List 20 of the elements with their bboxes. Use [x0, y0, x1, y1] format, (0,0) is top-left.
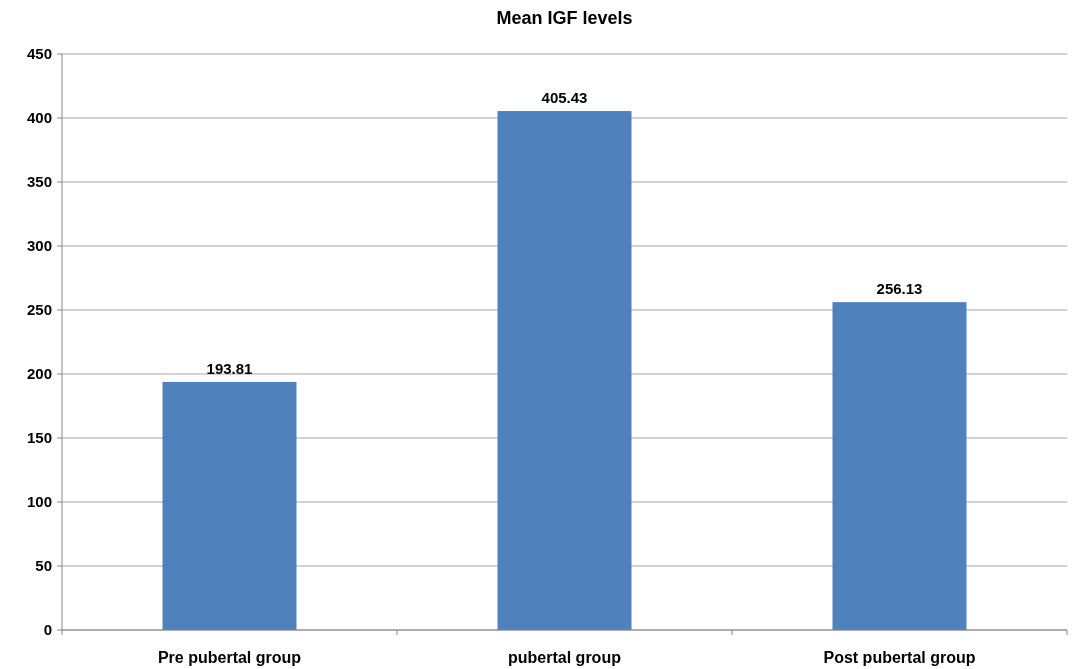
y-tick-label: 100	[26, 493, 52, 511]
data-label: 405.43	[541, 89, 588, 107]
y-tick-label: 150	[26, 429, 52, 447]
y-tick-label: 450	[26, 45, 52, 63]
data-label: 193.81	[206, 359, 253, 377]
x-tick-label: pubertal group	[508, 649, 622, 666]
y-tick-label: 250	[26, 301, 52, 319]
y-tick-label: 50	[35, 557, 52, 575]
y-tick-label: 300	[26, 237, 52, 255]
y-tick-label: 0	[43, 621, 52, 639]
bar	[497, 111, 632, 630]
chart-title: Mean IGF levels	[496, 8, 633, 28]
y-tick-label: 400	[26, 109, 52, 127]
x-tick-label: Post pubertal group	[823, 649, 976, 666]
y-tick-label: 200	[26, 365, 52, 383]
data-label: 256.13	[876, 280, 923, 298]
y-tick-label: 350	[26, 173, 52, 191]
x-tick-label: Pre pubertal group	[157, 649, 302, 666]
bar	[162, 381, 297, 630]
bar	[832, 302, 967, 630]
